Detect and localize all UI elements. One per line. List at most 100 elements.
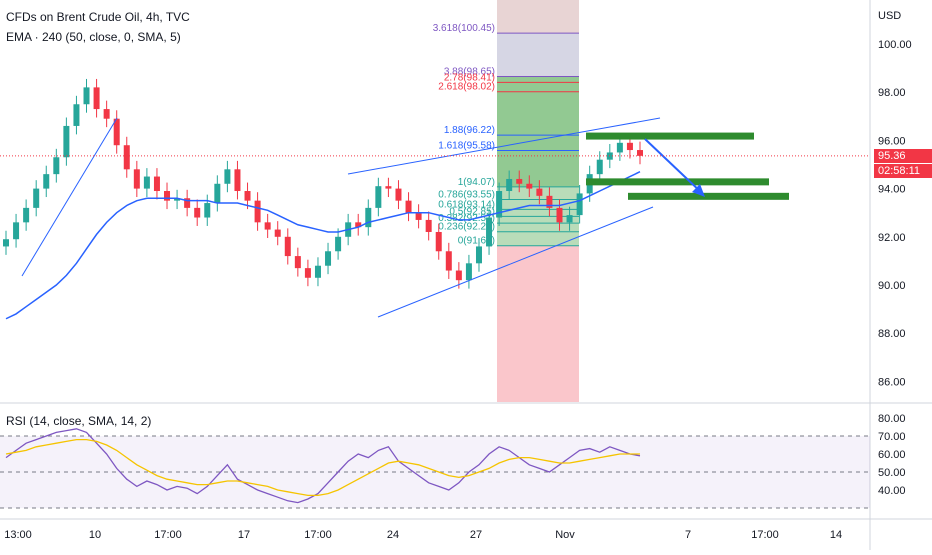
fib-zone-upper (497, 33, 579, 77)
channel-upper-line (347, 117, 661, 175)
price-axis-tick: 92.00 (878, 232, 906, 244)
time-axis-tick: 14 (830, 529, 842, 541)
candle-body (73, 104, 80, 126)
candle-body (626, 142, 633, 151)
time-axis-tick: 17:00 (751, 529, 779, 541)
rsi-line (5, 428, 641, 504)
candle-body (455, 270, 462, 281)
time-axis-tick: 10 (89, 529, 101, 541)
price-axis-tick: 98.00 (878, 87, 906, 99)
fib-zone-top (497, 0, 579, 34)
fib-zone-green (497, 76, 579, 187)
candle-body (637, 150, 643, 156)
fib-level-label: 2.618(98.02) (438, 82, 495, 93)
candle-body (465, 263, 472, 281)
fib-level-label: 1.618(95.58) (438, 141, 495, 152)
candle-body (174, 198, 181, 201)
candle-body (395, 188, 402, 201)
candle-body (274, 229, 281, 237)
candle-body (314, 265, 321, 278)
rsi-ma-line (5, 438, 640, 497)
time-axis-tick: 27 (470, 529, 482, 541)
candle-body (63, 125, 70, 158)
time-axis-tick: 13:00 (4, 529, 32, 541)
candle-body (335, 236, 342, 252)
time-axis-tick: Nov (555, 529, 575, 541)
candle-body (123, 145, 130, 170)
trend-line-left (21, 117, 118, 277)
candle-body (375, 186, 382, 208)
candle-body (53, 157, 60, 175)
candle-body (264, 222, 271, 230)
candle-body (415, 212, 422, 220)
candle-body (486, 217, 493, 247)
time-axis-tick: 24 (387, 529, 399, 541)
ema-line (5, 171, 641, 320)
candle-body (576, 193, 583, 216)
candle-body (214, 183, 221, 204)
rsi-axis-tick: 70.00 (878, 431, 906, 443)
ema-indicator-label[interactable]: EMA · 240 (50, close, 0, SMA, 5) (6, 30, 181, 44)
candle-body (325, 251, 332, 266)
fib-zone-red (497, 245, 579, 402)
countdown-badge: 02:58:11 (874, 164, 932, 178)
candle-body (425, 219, 432, 232)
rsi-axis-tick: 80.00 (878, 413, 906, 425)
candle-body (103, 109, 110, 119)
candle-body (153, 176, 160, 192)
candle-body (133, 169, 140, 189)
fib-level-label: 0.236(92.21) (438, 222, 495, 233)
candle-body (23, 207, 30, 223)
time-axis-tick: 7 (685, 529, 691, 541)
price-axis-tick: 100.00 (878, 39, 912, 51)
candle-body (616, 142, 623, 153)
candle-body (556, 207, 563, 223)
candle-body (405, 200, 412, 213)
candle-body (43, 174, 50, 189)
candle-body (284, 236, 291, 257)
candle-body (143, 176, 150, 189)
candle-body (184, 198, 191, 208)
fib-level-label: 0.618(93.14) (438, 199, 495, 210)
target-level-bar (628, 192, 789, 200)
candle-body (526, 183, 533, 189)
price-axis-tick: 88.00 (878, 328, 906, 340)
rsi-axis-tick: 50.00 (878, 467, 906, 479)
fib-level-label: 1(94.07) (458, 177, 495, 188)
symbol-title[interactable]: CFDs on Brent Crude Oil, 4h, TVC (6, 10, 190, 24)
candle-body (234, 169, 241, 192)
price-axis-tick: 90.00 (878, 280, 906, 292)
time-axis-tick: 17 (238, 529, 250, 541)
candle-body (496, 191, 503, 218)
rsi-axis-tick: 60.00 (878, 449, 906, 461)
price-axis-tick: 86.00 (878, 376, 906, 388)
time-axis-tick: 17:00 (154, 529, 182, 541)
candle-body (365, 207, 372, 228)
price-axis-tick: 94.00 (878, 184, 906, 196)
candle-body (254, 200, 261, 223)
channel-lower-line (377, 206, 654, 318)
candle-body (294, 256, 301, 269)
target-level-bar (586, 178, 769, 186)
rsi-indicator-label[interactable]: RSI (14, close, SMA, 14, 2) (6, 414, 152, 428)
rsi-axis-tick: 40.00 (878, 485, 906, 497)
fib-level-label: 0.5(92.85) (449, 206, 495, 217)
candle-body (194, 207, 201, 218)
candle-body (546, 195, 553, 208)
candle-body (435, 231, 442, 252)
fib-level-label: 1.88(96.22) (444, 125, 495, 136)
candle-body (164, 191, 171, 201)
price-axis-tick: 96.00 (878, 135, 906, 147)
fib-level-label: 3.618(100.45) (433, 23, 495, 34)
candle-body (516, 178, 523, 184)
candle-body (355, 222, 362, 228)
candle-body (224, 169, 231, 184)
fib-level-label: 0(91.63) (458, 236, 495, 247)
candle-body (204, 203, 211, 218)
candle-body (93, 87, 100, 110)
candle-body (385, 186, 392, 189)
projection-arrowhead (692, 184, 705, 197)
time-axis-tick: 17:00 (304, 529, 332, 541)
